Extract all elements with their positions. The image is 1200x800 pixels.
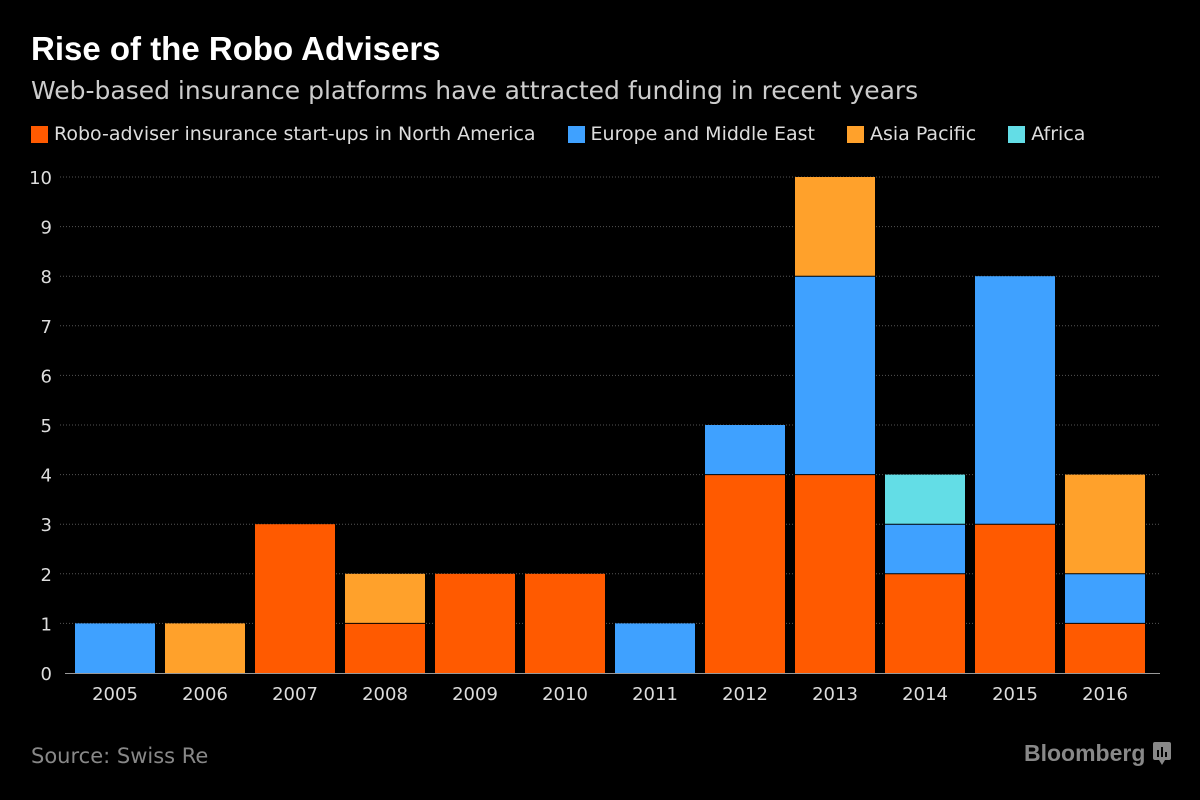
- bar-segment: [255, 524, 335, 673]
- y-tick-label: 6: [41, 366, 52, 387]
- chart-subtitle: Web-based insurance platforms have attra…: [31, 76, 919, 105]
- x-tick-label: 2008: [362, 684, 408, 705]
- bar-segment: [615, 623, 695, 673]
- bar-segment: [75, 623, 155, 673]
- y-tick-label: 10: [29, 168, 52, 189]
- bar-segment: [435, 573, 515, 673]
- y-tick-label: 8: [41, 267, 52, 288]
- legend-label: Africa: [1031, 123, 1086, 145]
- bar-segment: [975, 524, 1055, 673]
- y-tick-label: 1: [41, 614, 52, 635]
- legend-item: Europe and Middle East: [567, 123, 815, 145]
- legend-item: Asia Pacific: [846, 123, 977, 145]
- y-tick-label: 2: [41, 565, 52, 586]
- bar-segment: [795, 276, 875, 475]
- y-tick-label: 3: [41, 515, 52, 536]
- bar-segment: [525, 573, 605, 673]
- legend-label: Europe and Middle East: [590, 123, 815, 145]
- legend-label: Asia Pacific: [869, 123, 977, 145]
- bloomberg-chart-icon: [1153, 741, 1172, 765]
- y-tick-label: 7: [41, 317, 52, 338]
- x-tick-label: 2006: [182, 684, 228, 705]
- bar-segment: [885, 524, 965, 574]
- bloomberg-logo: Bloomberg: [1024, 740, 1172, 767]
- bar-segment: [345, 623, 425, 673]
- x-tick-label: 2010: [542, 684, 588, 705]
- x-tick-label: 2012: [722, 684, 768, 705]
- bar-segment: [1065, 474, 1145, 574]
- bar-segment: [795, 474, 875, 673]
- bar-segment: [165, 623, 245, 673]
- x-tick-label: 2007: [272, 684, 318, 705]
- bar-segment: [975, 276, 1055, 525]
- y-tick-label: 5: [41, 416, 52, 437]
- bar-segment: [705, 474, 785, 673]
- x-tick-label: 2009: [452, 684, 498, 705]
- x-tick-label: 2011: [632, 684, 678, 705]
- legend-swatch: [846, 125, 864, 143]
- x-tick-label: 2014: [902, 684, 948, 705]
- legend-swatch: [31, 125, 48, 143]
- y-tick-label: 4: [41, 466, 52, 487]
- legend-swatch: [567, 125, 585, 143]
- bar-segment: [705, 425, 785, 475]
- chart-title: Rise of the Robo Advisers: [31, 30, 441, 67]
- legend-item: Robo-adviser insurance start-ups in Nort…: [31, 123, 536, 145]
- legend-label: Robo-adviser insurance start-ups in Nort…: [54, 123, 536, 145]
- bar-segment: [885, 474, 965, 525]
- bar-segment: [885, 573, 965, 673]
- x-tick-label: 2005: [92, 684, 138, 705]
- x-tick-label: 2016: [1082, 684, 1128, 705]
- x-tick-label: 2015: [992, 684, 1038, 705]
- bar-segment: [795, 177, 875, 277]
- y-tick-label: 9: [41, 218, 52, 239]
- source-note: Source: Swiss Re: [31, 744, 209, 768]
- bar-segment: [1065, 573, 1145, 624]
- bar-segment: [1065, 623, 1145, 673]
- bar-segment: [345, 573, 425, 624]
- y-tick-label: 0: [41, 664, 52, 685]
- logo-text: Bloomberg: [1024, 740, 1146, 766]
- legend-item: Africa: [1008, 123, 1085, 145]
- legend: Robo-adviser insurance start-ups in Nort…: [31, 123, 1085, 145]
- legend-swatch: [1008, 125, 1026, 143]
- x-tick-label: 2013: [812, 684, 858, 705]
